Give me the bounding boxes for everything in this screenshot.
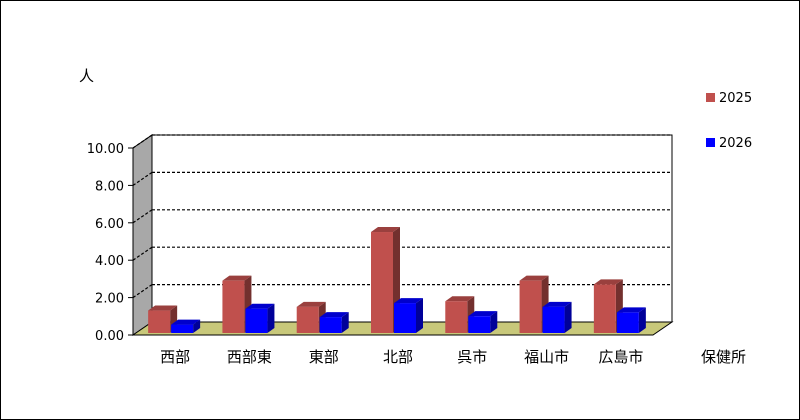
- x-axis-categories: 西部 西部東 東部 北部 呉市 福山市 広島市: [160, 348, 643, 366]
- bar-front: [542, 306, 565, 333]
- y-tick-label: 8.00: [95, 179, 124, 194]
- bar-front: [171, 324, 194, 333]
- gridline-side: [132, 284, 153, 299]
- y-tick-label: 2.00: [95, 292, 124, 307]
- bars: [148, 227, 646, 333]
- y-axis-label: 人: [79, 67, 94, 85]
- side-wall: [132, 134, 153, 336]
- gridline-side: [132, 134, 153, 149]
- bar-side: [490, 311, 498, 333]
- bar-top: [519, 275, 549, 281]
- gridline-side: [132, 171, 153, 186]
- y-tick-label: 10.00: [87, 142, 124, 157]
- bar-side: [341, 312, 349, 333]
- bar-2025: [148, 305, 178, 333]
- gridline-side: [132, 246, 153, 261]
- bar-top: [222, 275, 252, 281]
- bar-side: [416, 298, 423, 333]
- bar-2026: [245, 303, 275, 333]
- legend: 2025 2026: [706, 91, 752, 151]
- bar-2025: [519, 275, 549, 333]
- bar-top: [593, 279, 623, 285]
- y-tick-label: 0.00: [95, 329, 124, 344]
- bar-front: [593, 284, 616, 333]
- bar-top: [319, 312, 349, 318]
- bar-top: [542, 301, 572, 307]
- x-axis-label: 保健所: [701, 348, 746, 366]
- bar-top: [616, 307, 646, 313]
- legend-swatch: [706, 93, 715, 102]
- bar-front: [616, 312, 639, 333]
- bar-top: [445, 296, 475, 302]
- legend-label: 2026: [719, 136, 752, 151]
- x-category-label: 西部: [160, 348, 190, 366]
- x-category-label: 呉市: [457, 348, 487, 366]
- bar-front: [394, 303, 416, 333]
- bar-front: [319, 317, 342, 333]
- bar-front: [245, 308, 268, 333]
- bar-2026: [394, 298, 423, 333]
- gridline-side: [132, 209, 153, 224]
- bar-top: [148, 305, 178, 311]
- bar-front: [371, 232, 393, 333]
- y-axis-ticks: 0.00 2.00 4.00 6.00 8.00 10.00: [87, 142, 134, 344]
- legend-swatch: [706, 138, 715, 147]
- y-tick-label: 6.00: [95, 217, 124, 232]
- bar-side: [193, 319, 201, 333]
- bar-front: [222, 280, 245, 333]
- bar-top: [468, 311, 498, 317]
- legend-label: 2025: [719, 91, 752, 106]
- bar-front: [296, 306, 319, 333]
- bar-2026: [319, 312, 349, 333]
- bar-top: [394, 298, 423, 304]
- bar-top: [171, 319, 201, 325]
- bar-side: [638, 307, 646, 333]
- bar-2026: [616, 307, 646, 333]
- x-category-label: 東部: [309, 348, 339, 366]
- bar-side: [564, 301, 572, 333]
- bar-2026: [171, 319, 201, 333]
- bar-2025: [222, 275, 252, 333]
- bar-front: [148, 310, 171, 333]
- x-category-label: 西部東: [227, 348, 272, 366]
- bar-top: [245, 303, 275, 309]
- bar-2026: [542, 301, 572, 333]
- bar-2026: [468, 311, 498, 333]
- y-tick-label: 4.00: [95, 254, 124, 269]
- bar-front: [519, 280, 542, 333]
- x-category-label: 広島市: [598, 348, 643, 366]
- bar-side: [267, 303, 275, 333]
- bar-top: [296, 301, 326, 307]
- x-category-label: 北部: [383, 348, 413, 366]
- bar-front: [468, 316, 491, 333]
- x-category-label: 福山市: [524, 348, 569, 366]
- bar-top: [371, 227, 400, 233]
- bar-front: [445, 301, 468, 333]
